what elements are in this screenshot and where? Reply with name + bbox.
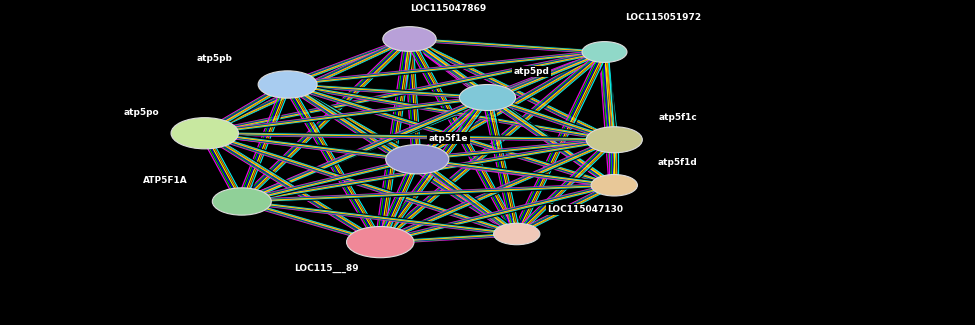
Ellipse shape — [591, 175, 638, 196]
Text: LOC115047869: LOC115047869 — [410, 4, 487, 13]
Text: atp5f1d: atp5f1d — [658, 158, 697, 167]
Ellipse shape — [213, 188, 271, 215]
Text: atp5pd: atp5pd — [514, 67, 549, 76]
Text: atp5po: atp5po — [124, 108, 159, 117]
Ellipse shape — [258, 71, 317, 98]
Ellipse shape — [346, 227, 414, 258]
Ellipse shape — [383, 27, 436, 51]
Ellipse shape — [493, 223, 540, 245]
Ellipse shape — [459, 84, 516, 110]
Ellipse shape — [582, 42, 627, 62]
Text: LOC115___89: LOC115___89 — [294, 264, 359, 273]
Ellipse shape — [586, 127, 643, 153]
Text: LOC115047130: LOC115047130 — [547, 205, 623, 214]
Ellipse shape — [386, 145, 448, 174]
Text: ATP5F1A: ATP5F1A — [143, 176, 188, 185]
Text: atp5f1c: atp5f1c — [658, 112, 697, 122]
Text: atp5pb: atp5pb — [197, 54, 232, 63]
Text: atp5f1e: atp5f1e — [429, 134, 468, 143]
Text: LOC115051972: LOC115051972 — [625, 13, 701, 22]
Ellipse shape — [171, 118, 239, 149]
